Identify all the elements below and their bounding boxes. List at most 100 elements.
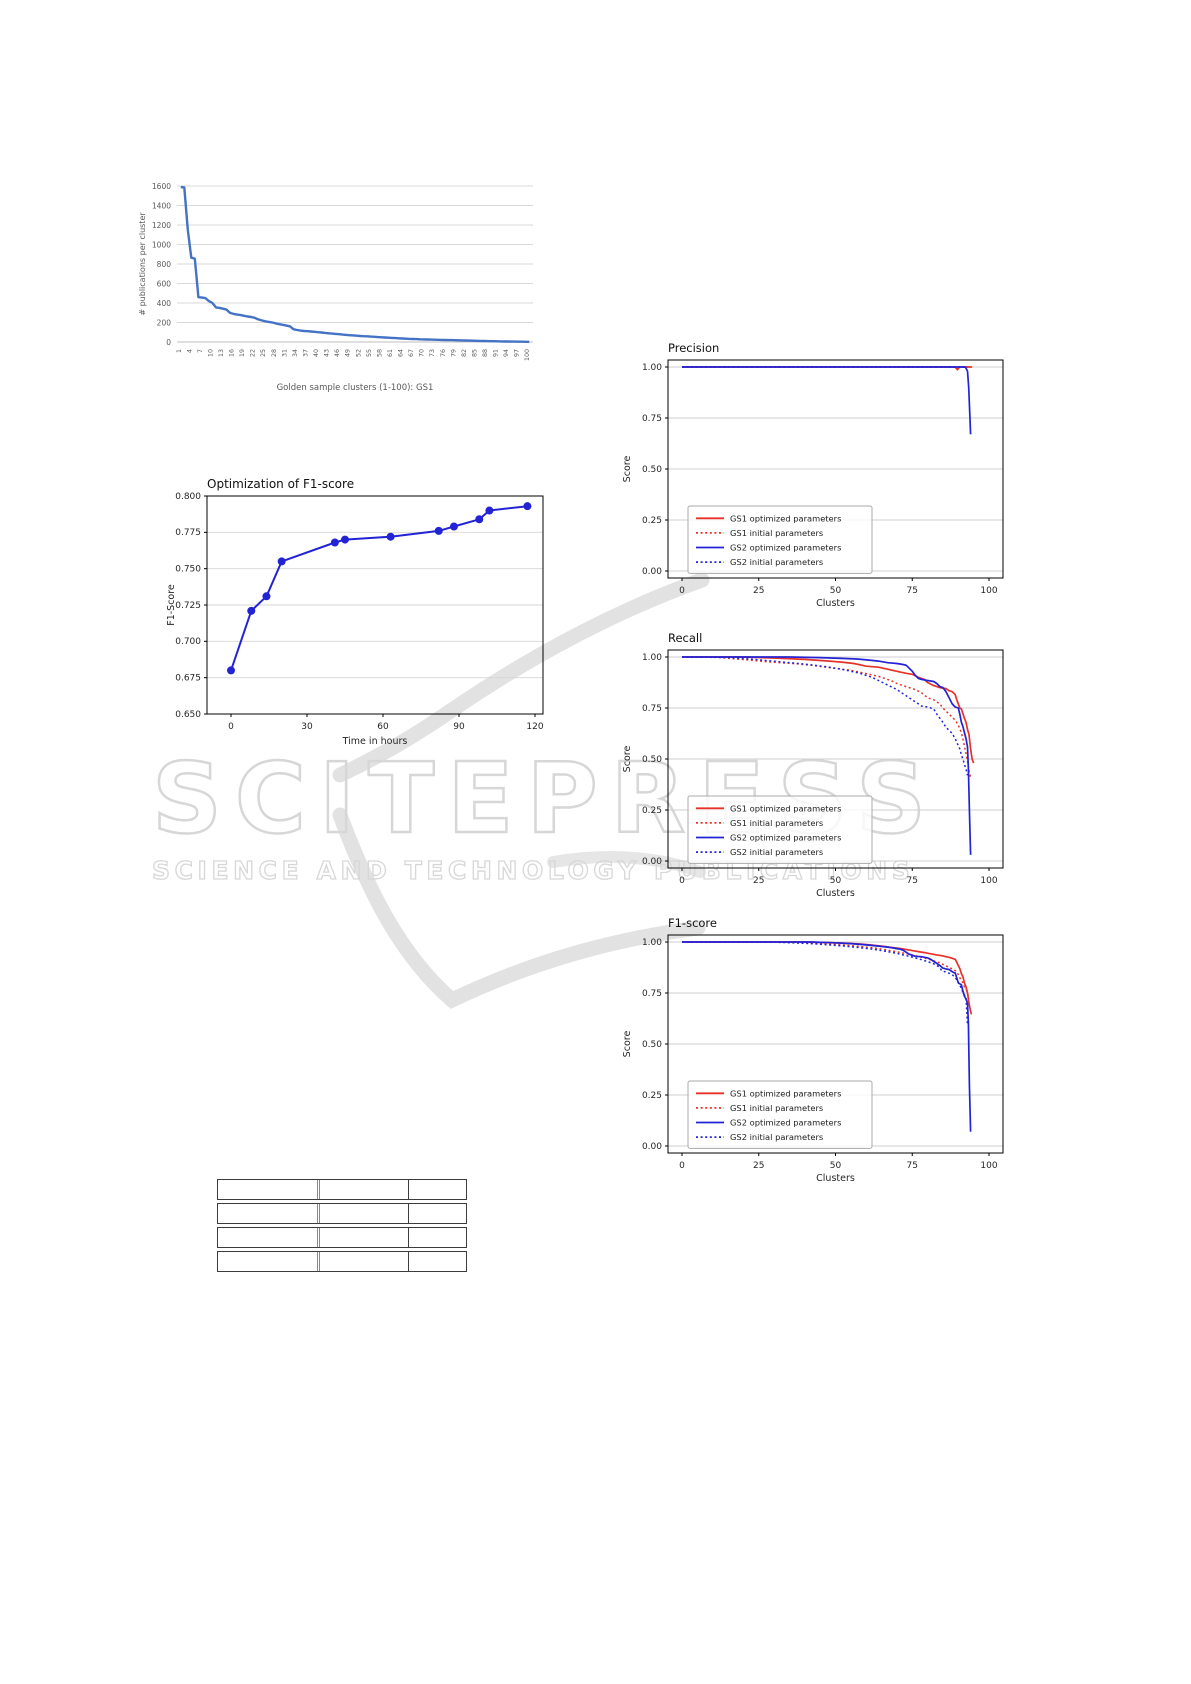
precision-chart-svg: 0.00 0.25 0.50 0.75 1.00 0 25 50 75 100 Clusters Sc… (622, 341, 1004, 609)
x-tick-label: 30 (301, 722, 313, 732)
x-tick-label: 55 (366, 349, 373, 357)
chart-title: F1-score (668, 916, 717, 930)
y-tick-label: 1400 (152, 201, 171, 210)
x-tick-label: 100 (524, 349, 531, 361)
table-row (217, 1227, 467, 1248)
data-point-marker (262, 592, 271, 601)
legend-box (687, 505, 873, 574)
x-tick-label: 19 (239, 349, 246, 357)
x-tick-label: 75 (907, 1161, 918, 1171)
data-point-marker (485, 506, 494, 515)
x-tick-label: 50 (830, 1161, 842, 1171)
x-tick-label: 31 (281, 349, 288, 357)
legend-label: GS1 optimized parameters (730, 803, 841, 813)
publications-per-cluster-chart: 0 200 400 600 800 1000 1200 1400 1600 1 4 7 10 13 16 19… (135, 170, 545, 415)
x-tick-label: 22 (250, 349, 257, 357)
y-tick-label: 600 (157, 279, 172, 288)
opt-chart-svg: 0.650 0.675 0.700 0.725 0.750 0.775 0.800 0 30 60… (166, 477, 544, 747)
x-tick-label: 0 (679, 1161, 685, 1171)
legend-label: GS1 initial parameters (730, 818, 823, 828)
chart-title: Recall (668, 631, 702, 645)
y-tick-label: 0.775 (175, 528, 201, 538)
legend-label: GS1 optimized parameters (730, 1088, 841, 1098)
table-cell (320, 1180, 409, 1199)
y-tick-label: 0.50 (642, 755, 662, 765)
y-tick-label: 0.75 (642, 989, 662, 999)
data-point-marker (475, 515, 484, 524)
chart-title: Precision (668, 341, 719, 355)
table-cell (218, 1252, 320, 1271)
x-tick-label: 28 (271, 349, 278, 357)
y-tick-label: 1200 (152, 221, 171, 230)
table-row (217, 1251, 467, 1272)
y-tick-label: 0.00 (642, 1142, 662, 1152)
x-tick-label: 1 (176, 349, 183, 353)
legend-label: GS1 optimized parameters (730, 513, 841, 523)
series-line (682, 941, 973, 1015)
y-tick-label: 0.25 (642, 516, 662, 526)
series-line (682, 366, 972, 435)
legend-label: GS2 optimized parameters (730, 543, 841, 553)
x-axis-label: Clusters (816, 598, 855, 609)
y-tick-label: 0.50 (642, 465, 662, 475)
table-cell (218, 1228, 320, 1247)
legend-label: GS2 initial parameters (730, 1132, 823, 1142)
y-tick-label: 0.75 (642, 414, 662, 424)
y-tick-label: 0.800 (175, 492, 201, 502)
x-tick-label: 60 (377, 722, 389, 732)
y-tick-label: 200 (157, 318, 172, 327)
y-tick-label: 0 (166, 338, 171, 347)
x-tick-label: 7 (197, 349, 204, 353)
recall-chart: 0.00 0.25 0.50 0.75 1.00 0 25 50 75 100 Clusters Sc… (600, 600, 1030, 900)
precision-chart: 0.00 0.25 0.50 0.75 1.00 0 25 50 75 100 Clusters Sc… (600, 310, 1030, 610)
y-axis-label: Score (622, 456, 633, 483)
table-cell (218, 1204, 320, 1223)
x-tick-label: 75 (907, 876, 918, 886)
table-cell (409, 1252, 466, 1271)
x-tick-label: 34 (292, 349, 299, 357)
x-tick-label: 73 (429, 349, 436, 357)
y-axis-label: Score (622, 1031, 633, 1058)
y-tick-label: 1600 (152, 182, 171, 191)
data-point-marker (341, 535, 349, 544)
x-axis-label: Golden sample clusters (1-100): GS1 (277, 383, 434, 393)
x-tick-label: 58 (376, 349, 383, 357)
legend-label: GS2 initial parameters (730, 557, 823, 567)
x-tick-label: 50 (830, 586, 842, 596)
data-point-marker (277, 557, 286, 566)
x-tick-label: 76 (440, 349, 447, 357)
legend-label: GS1 initial parameters (730, 1103, 823, 1113)
x-tick-label: 94 (503, 349, 510, 357)
x-tick-label: 13 (218, 349, 225, 357)
x-tick-label: 43 (324, 349, 331, 357)
x-tick-label: 100 (980, 876, 997, 886)
series-line (682, 941, 969, 1026)
y-axis-label: Score (622, 746, 633, 773)
legend-label: GS2 optimized parameters (730, 1118, 841, 1128)
data-point-marker (523, 502, 532, 511)
y-tick-label: 0.50 (642, 1040, 662, 1050)
x-axis-label: Clusters (816, 1173, 855, 1184)
x-tick-label: 0 (228, 722, 234, 732)
series-line (230, 505, 528, 671)
x-tick-label: 64 (398, 349, 405, 357)
y-tick-label: 0.00 (642, 857, 662, 867)
x-axis-label: Time in hours (342, 736, 408, 747)
table-cell (409, 1204, 466, 1223)
table-row (217, 1179, 467, 1200)
data-point-marker (247, 606, 256, 615)
x-tick-label: 100 (980, 586, 997, 596)
y-tick-label: 0.700 (175, 637, 201, 647)
y-tick-label: 0.750 (175, 564, 201, 574)
x-tick-label: 46 (334, 349, 341, 357)
y-tick-label: 1.00 (642, 363, 662, 373)
x-tick-label: 16 (229, 349, 236, 357)
x-tick-label: 25 (753, 876, 764, 886)
x-tick-label: 88 (482, 349, 489, 357)
x-tick-label: 100 (980, 1161, 997, 1171)
y-tick-label: 0.25 (642, 806, 662, 816)
data-point-marker (449, 522, 458, 531)
x-tick-label: 97 (514, 349, 521, 357)
chart-title: Optimization of F1-score (207, 477, 354, 491)
y-axis-label: F1-Score (166, 584, 177, 626)
